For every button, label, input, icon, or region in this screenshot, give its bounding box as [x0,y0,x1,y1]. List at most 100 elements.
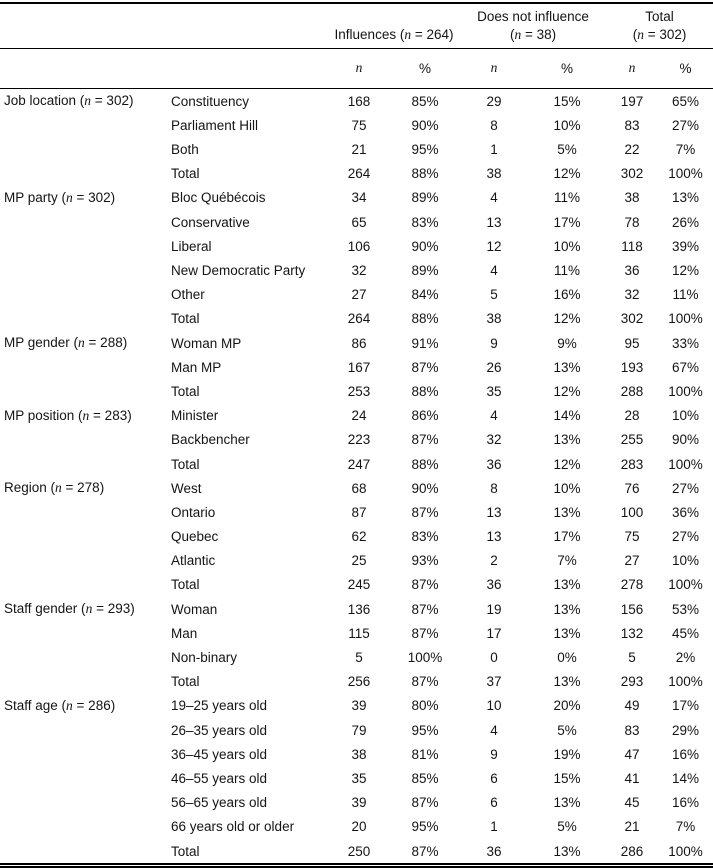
row-group-label [0,500,166,524]
value-cell: 9 [490,746,498,762]
value-cell: 2 [490,553,498,569]
value-cell: 19% [553,746,581,762]
value-cell: 85% [411,93,439,109]
value-cell: 223 [347,432,371,448]
category-label: 36–45 years old [171,746,268,762]
row-group-label [0,452,166,476]
value-cell: 17% [672,698,700,714]
value-cell: 12% [553,311,581,327]
value-cell: 76 [624,480,640,496]
subheader-n: n [460,48,529,90]
value-cell: 168 [347,93,371,109]
value-cell: 19 [486,601,502,617]
value-cell: 83% [411,529,439,545]
value-cell: 253 [347,383,371,399]
value-cell: 75 [351,117,367,133]
value-cell: 29 [486,93,502,109]
value-cell: 10% [553,238,581,254]
category-label: Total [171,311,200,327]
value-cell: 100% [668,456,703,472]
category-label: Total [171,383,200,399]
value-cell: 49 [624,698,640,714]
value-cell: 45 [624,795,640,811]
value-cell: 100% [668,166,703,182]
subheader-spacer [0,48,328,90]
category-label: 66 years old or older [171,819,295,835]
table-row: Both 21 95% 1 5% 22 7% [0,137,713,161]
value-cell: 4 [490,722,498,738]
table-row: 66 years old or older 20 95% 1 5% 21 7% [0,815,713,839]
value-cell: 250 [347,843,371,859]
value-cell: 13% [553,577,581,593]
value-cell: 132 [620,625,644,641]
value-cell: 90% [672,432,700,448]
value-cell: 8 [490,117,498,133]
value-cell: 12 [486,238,502,254]
value-cell: 264 [347,311,371,327]
value-cell: 156 [620,601,644,617]
value-cell: 4 [490,190,498,206]
value-cell: 13% [672,190,700,206]
value-cell: 10% [672,553,700,569]
value-cell: 5 [355,650,363,665]
value-cell: 7% [675,142,696,158]
value-cell: 27% [672,529,700,545]
row-group-label [0,815,166,839]
value-cell: 27% [672,480,700,496]
value-cell: 78 [624,214,640,230]
value-cell: 13% [553,625,581,641]
table-row: Staff gender (n = 293) Woman 136 87% 19 13% 15… [0,597,713,621]
table-row: Liberal 106 90% 12 10% 118 39% [0,234,713,258]
category-label: Quebec [171,529,219,545]
value-cell: 38 [624,190,640,206]
value-cell: 14% [553,408,581,424]
category-label: Total [171,674,200,690]
row-group-label [0,573,166,597]
category-label: Total [171,166,200,182]
column-group-header-line: Influences (n = 264) [334,26,454,42]
value-cell: 86 [351,335,367,351]
category-label: Total [171,577,200,593]
value-cell: 90% [411,238,439,254]
value-cell: 83 [624,722,640,738]
value-cell: 65% [672,93,700,109]
value-cell: 88% [411,383,439,399]
value-cell: 29% [672,722,700,738]
value-cell: 6 [490,770,498,786]
value-cell: 87% [411,674,439,690]
value-cell: 100% [668,383,703,399]
value-cell: 22 [624,142,640,158]
value-cell: 17% [553,529,581,545]
value-cell: 75 [624,529,640,545]
category-label: Bloc Québécois [171,190,266,206]
value-cell: 83% [411,214,439,230]
value-cell: 5 [490,287,498,303]
value-cell: 88% [411,166,439,182]
value-cell: 35 [486,383,502,399]
header-spacer [0,3,328,50]
value-cell: 13% [553,601,581,617]
category-label: Atlantic [171,553,216,569]
category-label: Liberal [171,238,212,254]
row-group-label [0,234,166,258]
row-group-label [0,137,166,161]
value-cell: 38 [486,311,502,327]
value-cell: 1 [490,819,498,835]
value-cell: 9 [490,335,498,351]
value-cell: 87% [411,795,439,811]
value-cell: 38 [351,746,367,762]
column-group-header: Does not influence (n = 38) [460,3,607,50]
row-group-label [0,162,166,186]
category-label: Man [171,625,198,641]
table-row: Total 264 88% 38 12% 302 100% [0,162,713,186]
value-cell: 100% [668,843,703,859]
value-cell: 264 [347,166,371,182]
value-cell: 62 [351,529,367,545]
row-group-label: Staff gender (n = 293) [4,601,135,617]
value-cell: 36 [486,577,502,593]
category-label: Other [171,287,205,303]
table-row: Total 264 88% 38 12% 302 100% [0,307,713,331]
value-cell: 13% [553,674,581,690]
value-cell: 36 [486,843,502,859]
